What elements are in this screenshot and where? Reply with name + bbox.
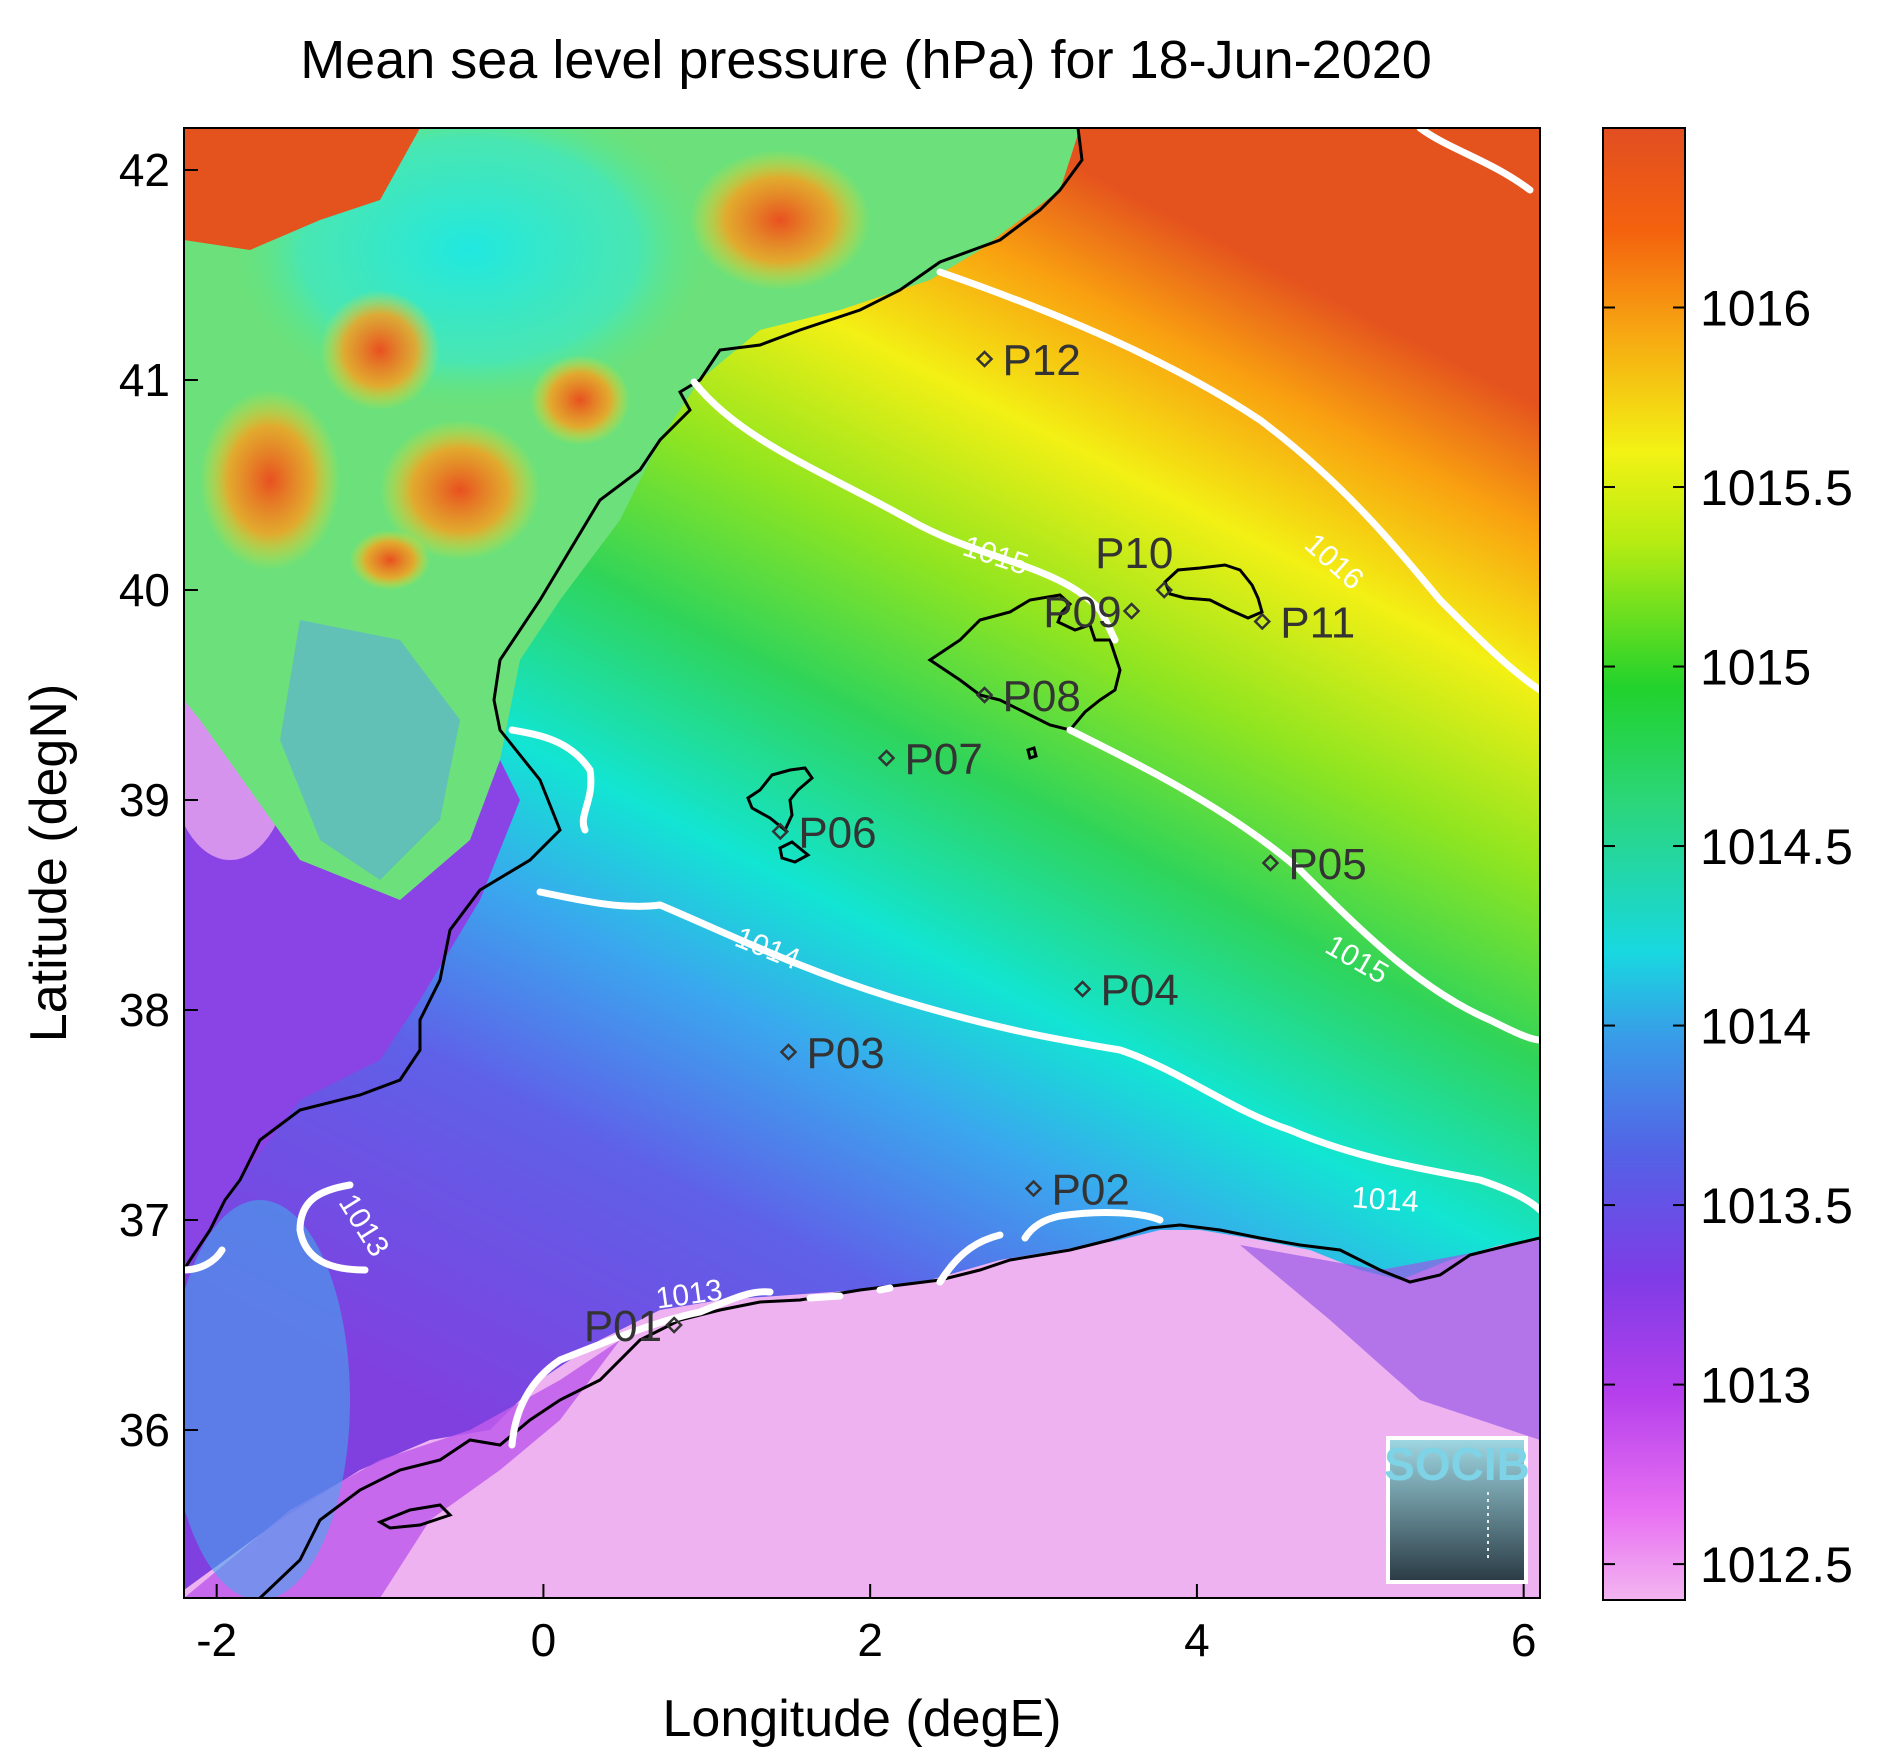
coastline-morocco-lagoon [376, 1503, 453, 1530]
land-red-blob [320, 290, 440, 410]
land-red-blob [690, 150, 870, 290]
x-tick-label: 0 [531, 1614, 557, 1666]
station-label: P08 [1003, 672, 1081, 721]
contour-1013-west-edge [184, 1246, 226, 1274]
land-red-blob [200, 390, 340, 570]
land-north-africa [184, 1230, 1540, 1598]
coastline-ibiza [746, 766, 815, 833]
land-red-blob [380, 420, 540, 560]
colorbar-tick-label: 1013.5 [1700, 1178, 1853, 1234]
station-marker [975, 350, 994, 368]
logo-box [1386, 1436, 1528, 1584]
x-tick-label: -2 [196, 1614, 237, 1666]
socib-logo: SOCIB [1384, 1436, 1530, 1584]
colorbar-tick-label: 1013 [1700, 1358, 1811, 1414]
contour-1016 [936, 128, 1540, 694]
coastal-purple-east [1240, 1240, 1540, 1440]
land-pyrenees-red [184, 128, 420, 250]
logo-text: SOCIB [1384, 1438, 1530, 1490]
land-red-blob [530, 355, 630, 445]
colorbar-ticks: 1012.5 1013 1013.5 1014 1014.5 1015 1015.5 1016 [1603, 281, 1853, 1593]
contour-1014 [536, 888, 1540, 1214]
x-tick-label: 2 [857, 1614, 883, 1666]
land-mottled-blue [280, 620, 460, 880]
coastline-north-africa [258, 1223, 1540, 1598]
y-tick-label: 39 [119, 774, 170, 826]
station-marker [1253, 612, 1272, 631]
station-label: P12 [1003, 336, 1081, 385]
station-marker [975, 686, 994, 704]
coastline-menorca [1163, 563, 1264, 620]
x-axis: -2 0 2 4 6 [196, 1584, 1536, 1666]
x-tick-label: 6 [1511, 1614, 1537, 1666]
station-label: P01 [584, 1302, 662, 1351]
colorbar: 1012.5 1013 1013.5 1014 1014.5 1015 1015.5 1016 [1602, 127, 1853, 1601]
colorbar-tick-label: 1015.5 [1700, 460, 1853, 516]
y-tick-label: 41 [119, 354, 170, 406]
station-marker [877, 749, 896, 767]
coastlines [184, 128, 1540, 1598]
contour-1013-south [508, 1209, 1164, 1449]
station-marker [665, 1316, 683, 1334]
station-label: P03 [806, 1029, 884, 1078]
contour-1014-west [508, 726, 595, 834]
y-tick-label: 36 [119, 1404, 170, 1456]
x-axis-label: Longitude (degE) [663, 1690, 1062, 1748]
y-axis: 36 37 38 39 40 41 42 [119, 144, 198, 1456]
station-marker [1073, 980, 1092, 998]
colorbar-tick-label: 1014 [1700, 999, 1811, 1055]
station-label: P04 [1101, 966, 1179, 1015]
contours [184, 128, 1540, 1449]
station-label: P07 [905, 735, 983, 784]
station-label: P11 [1280, 599, 1355, 648]
contour-1015 [690, 378, 1540, 1044]
coastline-iberia [184, 128, 1084, 1271]
contour-1013-west-loop [296, 1181, 369, 1274]
x-tick-label: 4 [1184, 1614, 1210, 1666]
coastline-mallorca [927, 593, 1122, 732]
station-marker [1122, 602, 1141, 620]
chart-title: Mean sea level pressure (hPa) for 18-Jun… [300, 30, 1432, 90]
station-label: P05 [1288, 840, 1366, 889]
station-label: P09 [1043, 588, 1121, 637]
coastline-cabrera [1026, 746, 1038, 760]
map-frame [183, 127, 1541, 1599]
station-marker [779, 1043, 798, 1061]
station-marker [1024, 1179, 1043, 1198]
y-tick-label: 40 [119, 564, 170, 616]
stations: P01 P02 P03 P04 P05 P06 P07 P08 P09 P10 P11 P12 [584, 336, 1367, 1351]
y-tick-label: 42 [119, 144, 170, 196]
station-label: P06 [798, 809, 876, 858]
colorbar-tick-label: 1014.5 [1700, 819, 1853, 875]
land-red-blob [350, 530, 430, 590]
colorbar-tick-label: 1015 [1700, 640, 1811, 696]
station-marker [1155, 581, 1174, 599]
colorbar-tick-label: 1016 [1700, 281, 1811, 337]
y-tick-label: 37 [119, 1194, 170, 1246]
y-tick-label: 38 [119, 984, 170, 1036]
y-axis-label: Latitude (degN) [20, 684, 78, 1042]
coastline-formentera [778, 840, 811, 864]
station-label: P10 [1095, 529, 1173, 578]
station-label: P02 [1052, 1166, 1130, 1215]
sea-west-blob [184, 1200, 350, 1598]
station-marker [771, 822, 790, 841]
colorbar-tick-label: 1012.5 [1700, 1537, 1853, 1593]
station-marker [1261, 854, 1280, 872]
contour-label: 1014 [1351, 1181, 1420, 1219]
colorbar-bar [1602, 127, 1686, 1601]
